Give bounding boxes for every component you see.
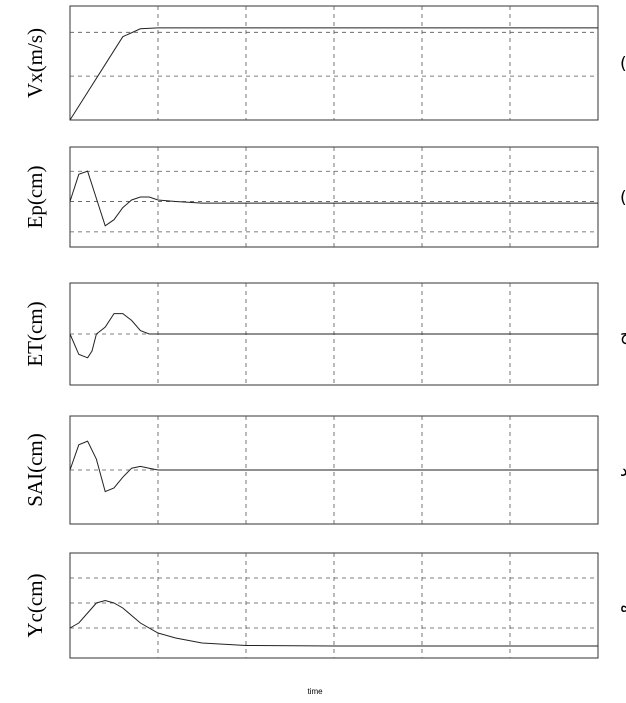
x-axis-label: time [307, 687, 323, 696]
panel-tag: ( ج [620, 325, 626, 345]
subplot-2: Ep(cm) ب ) [23, 146, 626, 248]
series-line [69, 170, 598, 227]
subplot-3: ET(cm) ( ج [23, 282, 626, 386]
panel-tag: ( د [620, 461, 626, 481]
series-line [69, 313, 598, 359]
panel-tag: الف ) [620, 54, 626, 74]
y-axis-label: SAI(cm) [23, 433, 47, 506]
panel-tag: ب ) [620, 188, 626, 208]
series-line [69, 440, 598, 493]
subplot-4: SAI(cm) ( د [23, 415, 626, 525]
y-axis-label: ET(cm) [23, 301, 47, 366]
y-axis-label: Yc(cm) [23, 573, 47, 637]
y-axis-label: Vx(m/s) [23, 28, 47, 98]
subplot-5: Yc(cm) ( ه [23, 552, 626, 659]
panel-tag: ( ه [620, 597, 626, 617]
series-line [69, 599, 598, 647]
series-line [69, 27, 598, 121]
subplot-1: Vx(m/s) الف ) [23, 5, 626, 121]
y-axis-label: Ep(cm) [23, 166, 47, 229]
